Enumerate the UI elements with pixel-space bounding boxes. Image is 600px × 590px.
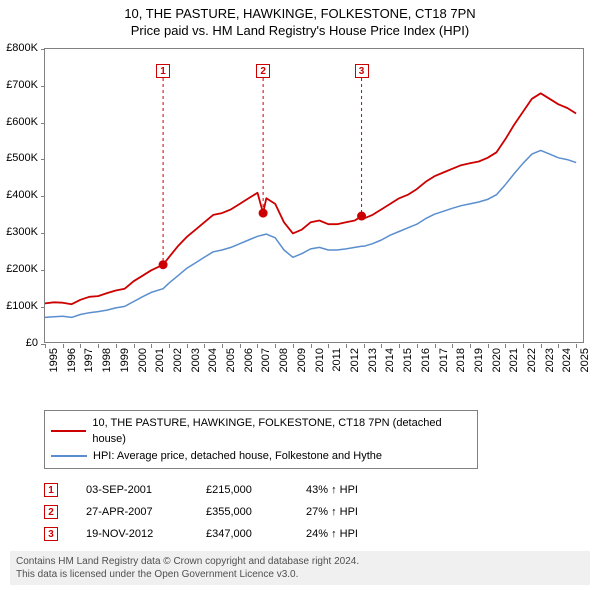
y-tick-label: £200K xyxy=(0,263,38,275)
sales-row-diff: 27% ↑ HPI xyxy=(306,506,416,518)
x-tick-label: 2014 xyxy=(384,348,396,378)
sales-row-date: 19-NOV-2012 xyxy=(86,528,206,540)
sales-row-diff: 43% ↑ HPI xyxy=(306,484,416,496)
legend-row: 10, THE PASTURE, HAWKINGE, FOLKESTONE, C… xyxy=(51,415,471,448)
x-tick-label: 2002 xyxy=(172,348,184,378)
y-tick-label: £600K xyxy=(0,116,38,128)
chart-title-line2: Price paid vs. HM Land Registry's House … xyxy=(0,23,600,40)
sales-row: 1 03-SEP-2001£215,00043% ↑ HPI xyxy=(44,479,600,501)
y-tick-label: £300K xyxy=(0,226,38,238)
x-tick-label: 2016 xyxy=(420,348,432,378)
x-tick-label: 2012 xyxy=(349,348,361,378)
chart-area: £0£100K£200K£300K£400K£500K£600K£700K£80… xyxy=(44,48,584,368)
y-tick-label: £0 xyxy=(0,337,38,349)
x-tick-label: 2006 xyxy=(243,348,255,378)
footer-line2: This data is licensed under the Open Gov… xyxy=(16,568,584,581)
legend-row: HPI: Average price, detached house, Folk… xyxy=(51,448,471,465)
sale-marker-dot xyxy=(357,211,366,220)
chart-title-line1: 10, THE PASTURE, HAWKINGE, FOLKESTONE, C… xyxy=(0,6,600,23)
sales-row-marker: 1 xyxy=(44,483,58,497)
x-tick-label: 2013 xyxy=(367,348,379,378)
sales-row-price: £215,000 xyxy=(206,484,306,496)
x-tick-label: 2003 xyxy=(190,348,202,378)
x-tick-label: 2001 xyxy=(154,348,166,378)
x-tick-label: 2017 xyxy=(438,348,450,378)
sale-marker-box: 2 xyxy=(256,64,270,78)
sale-marker-dot xyxy=(159,260,168,269)
x-tick-label: 2015 xyxy=(402,348,414,378)
x-tick-label: 2008 xyxy=(278,348,290,378)
x-tick-label: 2011 xyxy=(331,348,343,378)
legend-label-hpi: HPI: Average price, detached house, Folk… xyxy=(93,448,382,465)
y-tick-label: £500K xyxy=(0,152,38,164)
y-tick-label: £700K xyxy=(0,79,38,91)
x-tick-label: 2021 xyxy=(508,348,520,378)
x-tick-label: 2000 xyxy=(137,348,149,378)
legend-label-property: 10, THE PASTURE, HAWKINGE, FOLKESTONE, C… xyxy=(92,415,471,448)
series-line-hpi xyxy=(45,150,576,317)
chart-svg xyxy=(45,49,585,344)
sales-row-date: 27-APR-2007 xyxy=(86,506,206,518)
sales-row-price: £355,000 xyxy=(206,506,306,518)
x-tick-label: 2020 xyxy=(491,348,503,378)
x-tick-label: 2005 xyxy=(225,348,237,378)
x-tick-label: 1997 xyxy=(83,348,95,378)
x-tick-label: 2024 xyxy=(561,348,573,378)
sales-row-price: £347,000 xyxy=(206,528,306,540)
legend-swatch-property xyxy=(51,430,86,432)
x-tick-label: 1998 xyxy=(101,348,113,378)
x-axis-labels: 1995199619971998199920002001200220032004… xyxy=(44,344,584,370)
y-axis-labels: £0 £100K £200K £300K £400K £500K £600K £700K £80… xyxy=(0,42,40,347)
x-tick-label: 1999 xyxy=(119,348,131,378)
sales-row: 2 27-APR-2007£355,00027% ↑ HPI xyxy=(44,501,600,523)
sales-row-marker: 2 xyxy=(44,505,58,519)
sales-row-date: 03-SEP-2001 xyxy=(86,484,206,496)
x-tick-label: 1995 xyxy=(48,348,60,378)
sale-marker-box: 3 xyxy=(355,64,369,78)
sales-table: 1 03-SEP-2001£215,00043% ↑ HPI 2 27-APR-200… xyxy=(44,479,600,545)
x-tick-label: 2025 xyxy=(579,348,591,378)
legend-swatch-hpi xyxy=(51,455,87,457)
series-line-property xyxy=(45,93,576,304)
x-tick-label: 2004 xyxy=(207,348,219,378)
x-tick-label: 2023 xyxy=(544,348,556,378)
legend: 10, THE PASTURE, HAWKINGE, FOLKESTONE, C… xyxy=(44,410,478,470)
sales-row-diff: 24% ↑ HPI xyxy=(306,528,416,540)
x-tick-label: 2010 xyxy=(314,348,326,378)
x-tick-label: 1996 xyxy=(66,348,78,378)
chart-title-block: 10, THE PASTURE, HAWKINGE, FOLKESTONE, C… xyxy=(0,0,600,40)
footer-line1: Contains HM Land Registry data © Crown c… xyxy=(16,555,584,568)
sales-row-marker: 3 xyxy=(44,527,58,541)
y-tick-label: £400K xyxy=(0,189,38,201)
y-tick-label: £100K xyxy=(0,300,38,312)
x-tick-label: 2019 xyxy=(473,348,485,378)
attribution-footer: Contains HM Land Registry data © Crown c… xyxy=(10,551,590,585)
sales-row: 3 19-NOV-2012£347,00024% ↑ HPI xyxy=(44,523,600,545)
sale-marker-box: 1 xyxy=(156,64,170,78)
x-tick-label: 2022 xyxy=(526,348,538,378)
x-tick-label: 2007 xyxy=(260,348,272,378)
x-tick-label: 2009 xyxy=(296,348,308,378)
sale-marker-dot xyxy=(259,208,268,217)
y-tick-label: £800K xyxy=(0,42,38,54)
plot-area: 1 2 3 xyxy=(44,48,584,343)
x-tick-label: 2018 xyxy=(455,348,467,378)
